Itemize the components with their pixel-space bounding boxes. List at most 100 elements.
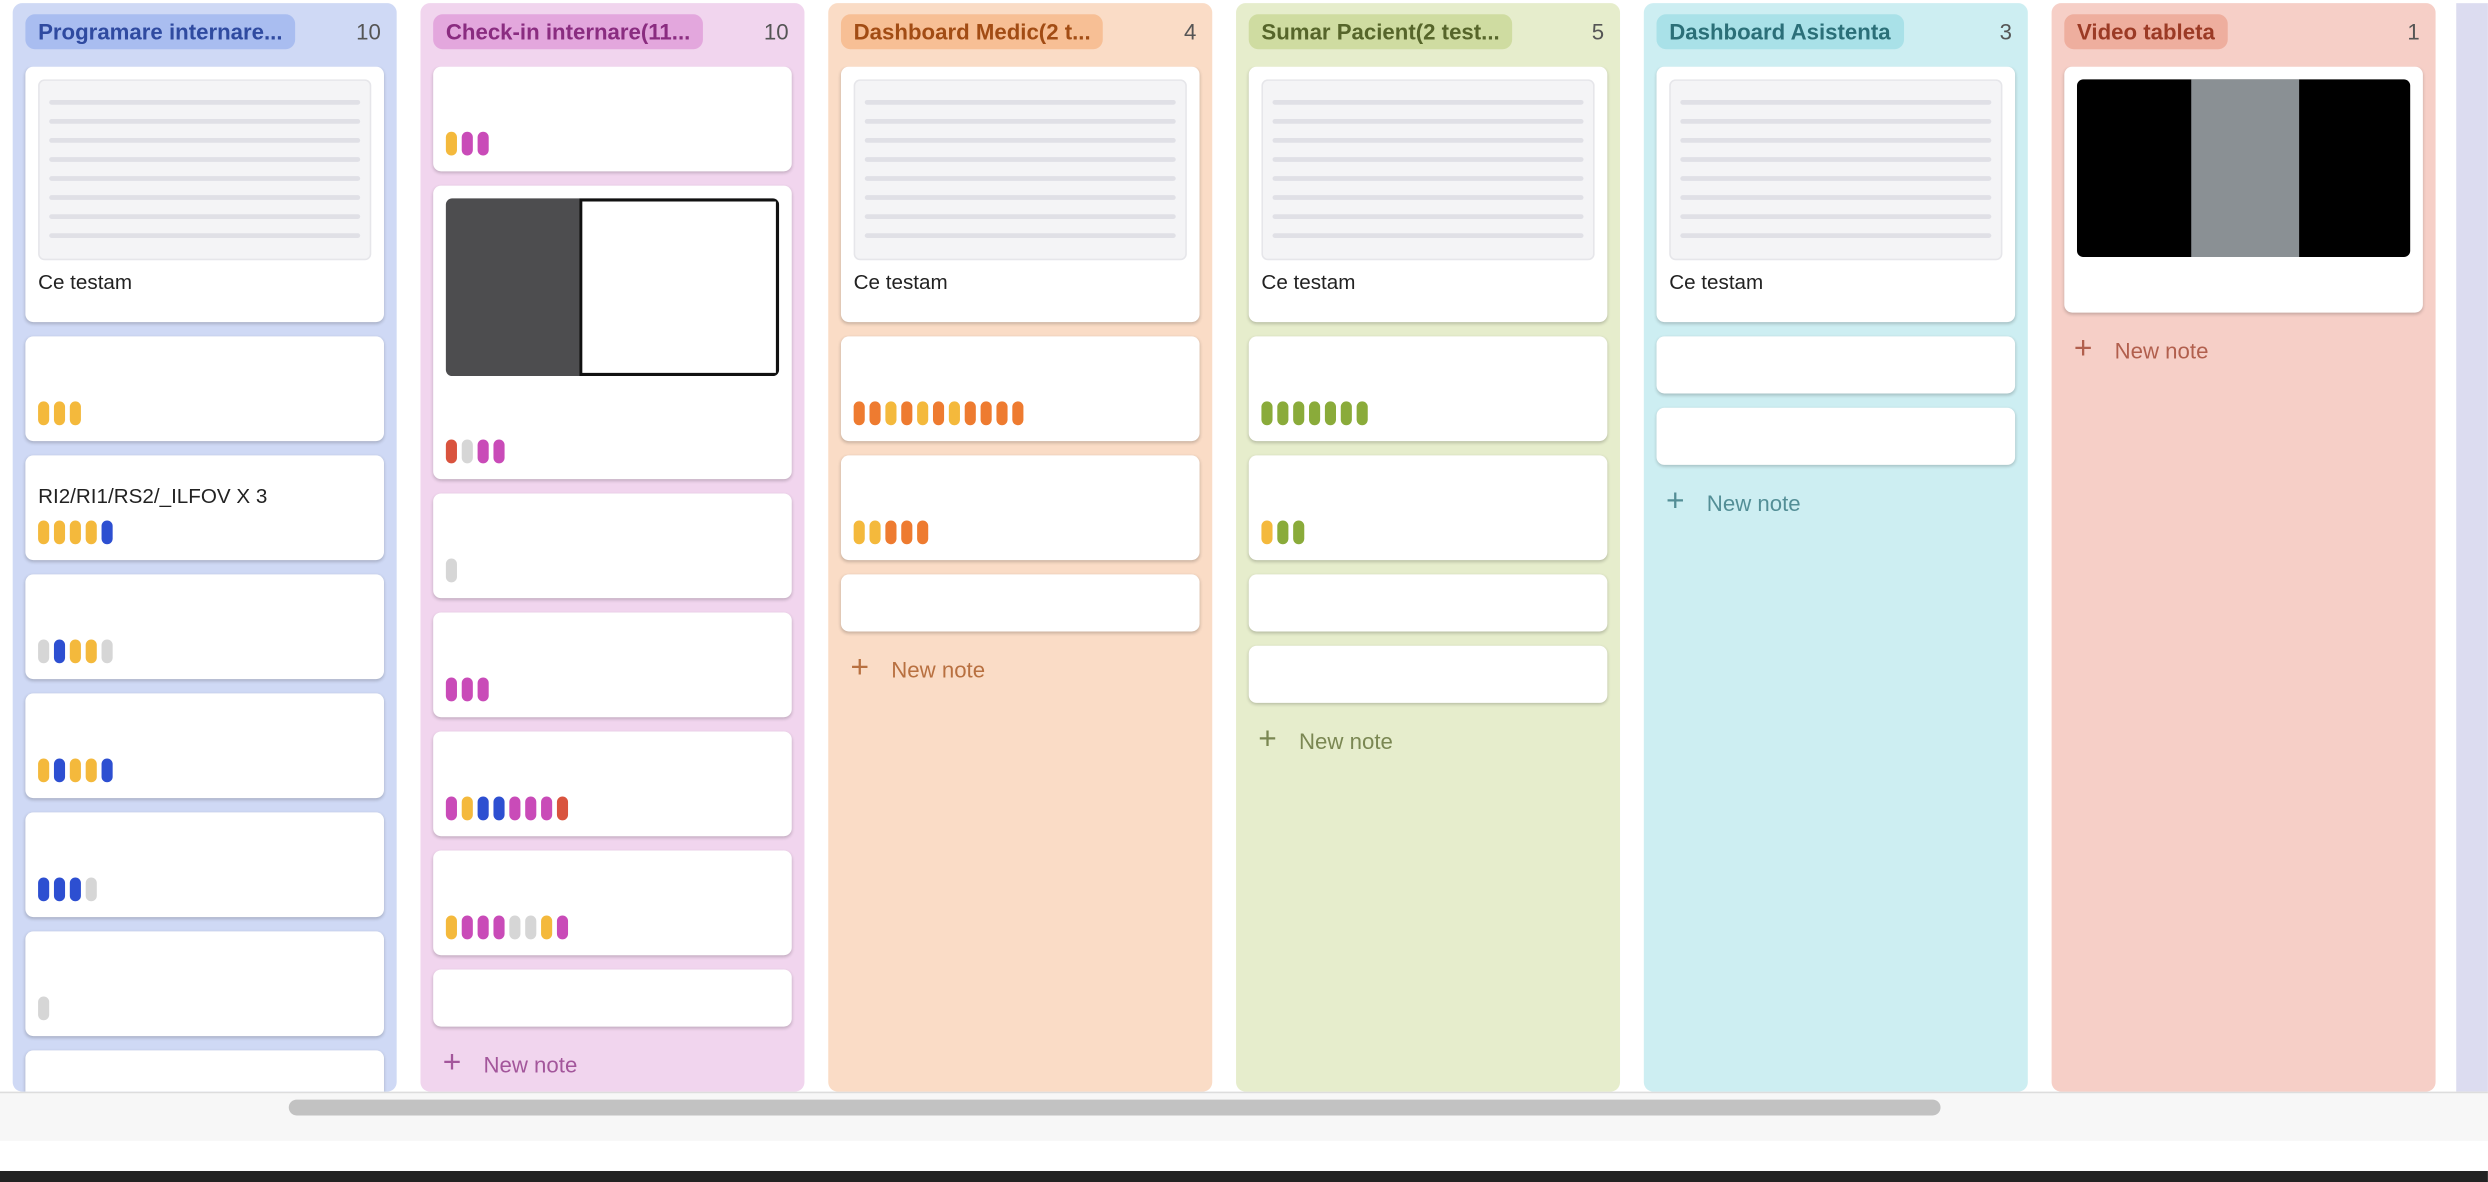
card[interactable]	[1248, 336, 1608, 442]
card[interactable]: Ce testam	[840, 66, 1200, 323]
tag	[869, 520, 881, 545]
card[interactable]	[840, 574, 1200, 632]
tag	[38, 401, 50, 426]
card[interactable]	[1248, 645, 1608, 703]
tag	[69, 520, 81, 545]
card[interactable]: Ce testam	[1656, 66, 2016, 323]
column-title[interactable]: Video tableta	[2064, 14, 2228, 50]
card[interactable]	[25, 1050, 384, 1092]
column-title[interactable]: Dashboard Asistenta	[1656, 14, 1904, 50]
card[interactable]: Ce testam	[25, 66, 384, 323]
card[interactable]: Ce testam	[1248, 66, 1608, 323]
new-note[interactable]: + New note	[1666, 484, 2006, 520]
thumbnail	[2076, 79, 2411, 258]
column: Sumar Pacient(2 test... 5 Ce testam + New no…	[1236, 3, 1621, 1092]
card[interactable]	[25, 693, 384, 799]
tag	[38, 520, 50, 545]
new-note[interactable]: + New note	[443, 1046, 783, 1082]
tag	[996, 401, 1008, 426]
footer	[0, 1170, 2488, 1182]
thumbnail	[445, 198, 780, 377]
tag	[38, 877, 50, 902]
new-note-label: New note	[2114, 337, 2209, 364]
tags	[445, 558, 779, 583]
card[interactable]	[25, 931, 384, 1037]
card[interactable]	[1248, 574, 1608, 632]
thumbnail	[38, 79, 372, 261]
card[interactable]	[25, 336, 384, 442]
tags	[38, 996, 371, 1021]
tags	[1261, 401, 1594, 426]
thumb-line	[864, 138, 1176, 143]
card[interactable]	[840, 336, 1200, 442]
tags	[38, 520, 371, 545]
column-header: Sumar Pacient(2 test... 5	[1236, 3, 1620, 60]
tag	[1340, 401, 1352, 426]
tag	[1261, 401, 1273, 426]
tag	[493, 796, 505, 821]
card[interactable]	[433, 612, 792, 718]
column-title[interactable]: Check-in internare(11...	[433, 14, 704, 50]
column-title[interactable]: Sumar Pacient(2 test...	[1248, 14, 1513, 50]
card[interactable]	[25, 812, 384, 918]
tags	[38, 758, 371, 783]
tag	[85, 520, 97, 545]
column-title[interactable]: Programare internare...	[25, 14, 296, 50]
thumb-line	[864, 176, 1176, 181]
new-note[interactable]: + New note	[850, 651, 1190, 687]
tag	[101, 639, 113, 664]
thumb-line	[864, 157, 1176, 162]
spacer	[446, 376, 779, 439]
card[interactable]	[25, 574, 384, 680]
card[interactable]	[433, 493, 792, 599]
tag	[461, 915, 473, 940]
tag	[445, 439, 457, 464]
card-list: Ce testam + New note	[1650, 66, 2021, 1092]
card-list: + New note	[2058, 66, 2429, 1092]
card[interactable]	[2064, 66, 2423, 313]
scroll-thumb[interactable]	[288, 1099, 1941, 1116]
column-title[interactable]: Dashboard Medic(2 t...	[840, 14, 1104, 50]
new-note-label: New note	[1299, 728, 1393, 754]
card[interactable]: RI2/RI1/RS2/_ILFOV X 3	[25, 455, 384, 561]
tag	[493, 915, 505, 940]
card[interactable]	[433, 185, 792, 480]
card[interactable]	[433, 731, 792, 837]
card[interactable]	[433, 850, 792, 956]
card[interactable]	[1248, 455, 1608, 561]
tag	[461, 796, 473, 821]
card-count: 3	[1999, 19, 2012, 45]
card[interactable]	[433, 66, 792, 172]
column: Dashboard Asistenta 3 Ce testam + New note	[1643, 3, 2028, 1092]
card[interactable]	[1656, 407, 2016, 465]
thumb-line	[49, 99, 361, 105]
card[interactable]	[433, 969, 792, 1027]
thumb-line	[864, 99, 1176, 105]
column-header: Dashboard Medic(2 t... 4	[828, 3, 1212, 60]
thumb-line	[1272, 214, 1584, 219]
thumb-line	[1680, 99, 1992, 105]
thumb-line	[1680, 176, 1992, 181]
thumbnail	[1261, 79, 1595, 261]
tag	[869, 401, 881, 426]
tag	[53, 401, 66, 426]
tags	[1261, 520, 1594, 545]
new-note[interactable]: + New note	[1258, 722, 1598, 758]
tag	[1261, 520, 1273, 545]
tag	[445, 677, 457, 702]
tag	[885, 520, 897, 545]
tag	[1277, 401, 1289, 426]
thumb-line	[1680, 119, 1992, 124]
card[interactable]	[1656, 336, 2016, 394]
tag	[477, 915, 489, 940]
card-list: + New note	[427, 66, 798, 1092]
tag	[477, 677, 489, 702]
thumb-line	[1680, 195, 1992, 200]
tag	[461, 677, 473, 702]
tag	[1293, 520, 1305, 545]
tag	[38, 996, 50, 1021]
tag	[69, 639, 81, 664]
card[interactable]	[840, 455, 1200, 561]
tag	[541, 796, 553, 821]
new-note[interactable]: + New note	[2074, 332, 2414, 368]
